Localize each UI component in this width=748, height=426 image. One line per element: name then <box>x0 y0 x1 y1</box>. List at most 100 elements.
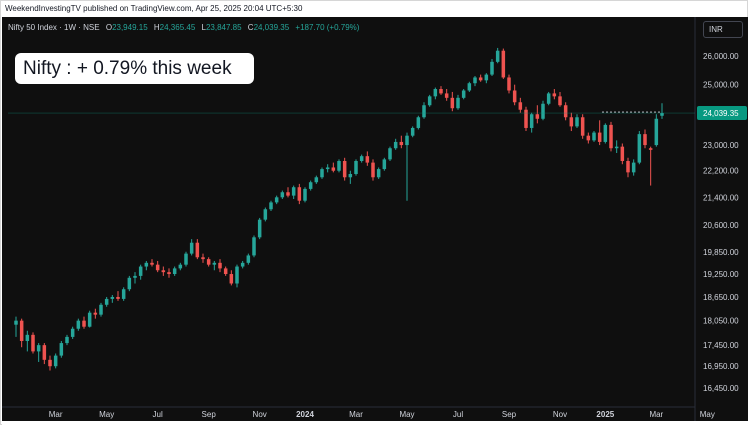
y-tick-label: 18,650.00 <box>703 293 739 302</box>
candle-body <box>456 97 460 109</box>
symbol-title: Nifty 50 Index · 1W · NSE <box>8 23 100 32</box>
candle-body <box>99 304 103 315</box>
candle-body <box>416 117 421 128</box>
currency-button[interactable]: INR <box>703 21 743 38</box>
candle-body <box>490 61 494 75</box>
open-value: 23,949.15 <box>112 23 148 32</box>
candle-body <box>167 272 171 275</box>
candle-body <box>280 192 285 198</box>
candle-body <box>133 275 137 278</box>
candle-body <box>263 209 268 220</box>
candle-body <box>223 268 228 275</box>
candle-body <box>65 336 69 344</box>
candle-body <box>348 173 353 178</box>
close-value: 24,039.35 <box>253 23 290 32</box>
y-tick-label: 16,950.00 <box>703 362 739 371</box>
candle-body <box>36 345 41 352</box>
candle-body <box>444 93 449 98</box>
candle-body <box>337 160 341 171</box>
y-tick-label: 16,450.00 <box>703 384 739 393</box>
candle-body <box>518 102 523 110</box>
candle-body <box>110 296 115 299</box>
x-tick-label: 2024 <box>296 410 314 419</box>
candle-body <box>25 334 30 342</box>
candle-body <box>342 160 347 178</box>
candle-body <box>121 289 126 299</box>
high-value: 24,365.45 <box>159 23 196 32</box>
change-value: +187.70 (+0.79%) <box>295 23 360 32</box>
candle-body <box>495 50 500 62</box>
candle-body <box>575 117 579 127</box>
y-tick-label: 18,050.00 <box>703 317 739 326</box>
candle-body <box>87 312 92 327</box>
candle-body <box>235 266 239 284</box>
candle-body <box>507 77 511 91</box>
candle-body <box>439 89 443 94</box>
candle-body <box>331 167 336 171</box>
candle-body <box>535 114 540 119</box>
footer-strip <box>2 421 748 426</box>
candle-body <box>399 141 404 146</box>
candle-body <box>501 50 506 78</box>
candle-body <box>558 96 562 106</box>
x-tick-label: Jul <box>453 410 463 419</box>
candle-body <box>461 90 466 98</box>
candle-body <box>450 97 455 109</box>
candle-body <box>626 160 630 173</box>
candle-body <box>320 169 324 178</box>
candle-body <box>172 268 177 275</box>
last-price-label: 24,039.35 <box>703 109 739 118</box>
chart-area[interactable]: 26,000.0025,000.0024,000.0023,000.0022,2… <box>2 17 748 421</box>
candle-body <box>433 89 438 97</box>
y-tick-label: 22,200.00 <box>703 167 739 176</box>
candle-body <box>274 197 279 203</box>
candle-body <box>104 298 109 305</box>
candle-body <box>291 187 296 196</box>
y-tick-label: 25,000.00 <box>703 81 739 90</box>
candle-body <box>138 266 143 276</box>
y-tick-label: 19,250.00 <box>703 270 739 279</box>
candle-body <box>201 257 205 260</box>
high-label: H <box>153 23 160 32</box>
candle-body <box>155 264 160 271</box>
candle-body <box>76 320 81 329</box>
candle-body <box>512 90 517 103</box>
candle-body <box>359 156 364 161</box>
x-tick-label: Mar <box>649 410 663 419</box>
publisher-line: WeekendInvestingTV published on TradingV… <box>5 4 303 13</box>
candle-body <box>269 202 273 210</box>
candle-body <box>552 93 557 97</box>
candle-body <box>206 259 211 265</box>
candle-body <box>405 135 409 146</box>
candle-body <box>308 182 313 189</box>
candle-body <box>212 262 217 265</box>
x-tick-label: Nov <box>253 410 267 419</box>
x-tick-label: 2025 <box>596 410 614 419</box>
y-tick-label: 23,000.00 <box>703 141 739 150</box>
candle-body <box>286 192 290 196</box>
candle-body <box>569 117 574 127</box>
candle-body <box>116 296 120 299</box>
candle-body <box>478 77 483 81</box>
x-tick-label: Sep <box>502 410 517 419</box>
candle-body <box>382 159 387 170</box>
candle-body <box>393 141 398 149</box>
weekly-change-callout: Nifty : + 0.79% this week <box>15 53 254 84</box>
candle-body <box>586 135 591 141</box>
candle-body <box>229 274 234 284</box>
candle-body <box>473 77 477 84</box>
candle-body <box>246 255 251 263</box>
y-tick-label: 17,450.00 <box>703 341 739 350</box>
symbol-header: Nifty 50 Index · 1W · NSE O23,949.15 H24… <box>8 23 359 32</box>
candle-body <box>195 242 200 258</box>
candle-body <box>614 146 619 149</box>
candle-body <box>14 320 18 325</box>
candlestick-chart[interactable]: 26,000.0025,000.0024,000.0023,000.0022,2… <box>2 17 748 421</box>
candle-body <box>643 134 647 146</box>
candle-body <box>82 320 86 327</box>
candle-body <box>189 242 194 254</box>
candle-body <box>376 169 381 178</box>
candle-body <box>388 148 392 160</box>
candle-body <box>53 355 58 367</box>
candle-body <box>218 262 222 269</box>
